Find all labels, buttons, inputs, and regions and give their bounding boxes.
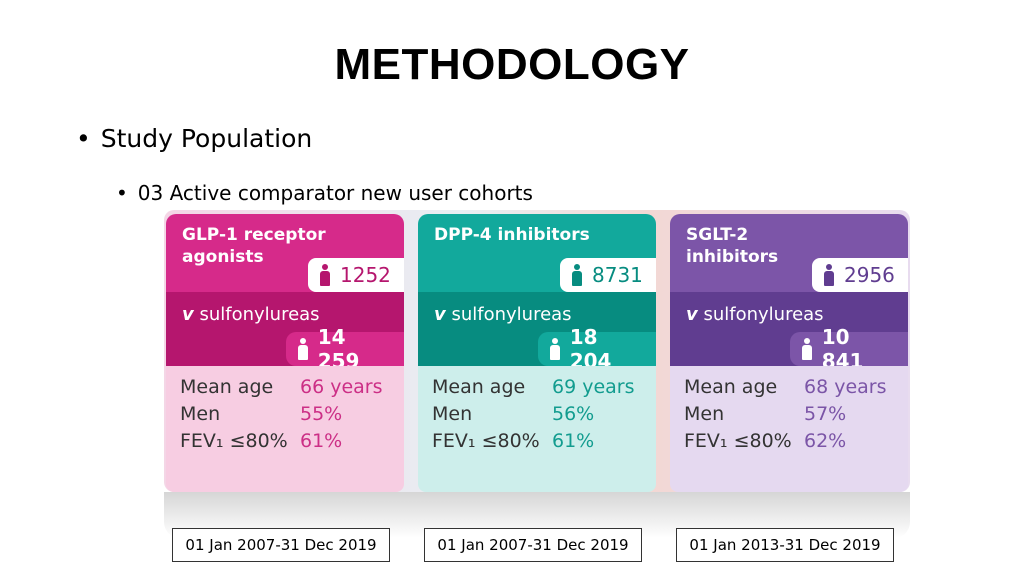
comparator-label: v sulfonylureas: [182, 304, 320, 325]
cohort-card-sglt2: SGLT-2 inhibitors 2956 v sulfonylureas 1…: [670, 214, 908, 492]
versus-prefix: v: [434, 304, 446, 325]
comparator-count: 18 204: [569, 325, 612, 373]
stat-row: Men 55%: [180, 403, 342, 425]
bullet-study-population: • Study Population: [76, 124, 312, 153]
stat-value: 66 years: [300, 376, 383, 398]
stat-value: 62%: [804, 430, 847, 452]
comparator-name: sulfonylureas: [703, 304, 824, 325]
cohort-card-dpp4: DPP-4 inhibitors 8731 v sulfonylureas 18…: [418, 214, 656, 492]
stat-value: 68 years: [804, 376, 887, 398]
stat-value: 61%: [300, 430, 343, 452]
stat-value: 55%: [300, 403, 343, 425]
drug-class-name: GLP-1 receptor agonists: [182, 225, 326, 267]
person-icon: [572, 264, 582, 286]
study-period-glp1: 01 Jan 2007-31 Dec 2019: [172, 528, 390, 562]
drug-count-badge: 1252: [308, 258, 404, 292]
comparator-count-badge: 10 841: [790, 325, 908, 373]
bullet-cohorts: • 03 Active comparator new user cohorts: [116, 181, 533, 205]
stat-row: FEV₁ ≤80% 61%: [180, 430, 342, 452]
bullet-text: Study Population: [100, 124, 313, 153]
stats-panel: [670, 366, 908, 492]
comparator-name: sulfonylureas: [199, 304, 320, 325]
comparator-label: v sulfonylureas: [686, 304, 824, 325]
stat-row: FEV₁ ≤80% 62%: [684, 430, 846, 452]
stat-label: Mean age: [684, 376, 778, 398]
cohort-card-glp1: GLP-1 receptor agonists 1252 v sulfonylu…: [166, 214, 404, 492]
stat-label: FEV₁ ≤80%: [432, 430, 540, 452]
person-icon: [550, 338, 560, 360]
person-icon: [298, 338, 308, 360]
drug-class-name: SGLT-2 inhibitors: [686, 225, 779, 267]
drug-count-badge: 8731: [560, 258, 656, 292]
comparator-count-badge: 14 259: [286, 325, 404, 373]
stat-row: Mean age 66 years: [180, 376, 383, 398]
slide-title: METHODOLOGY: [334, 40, 690, 89]
stat-row: Men 57%: [684, 403, 846, 425]
stat-label: FEV₁ ≤80%: [684, 430, 792, 452]
drug-count-badge: 2956: [812, 258, 908, 292]
stat-label: Mean age: [180, 376, 274, 398]
stats-panel: [166, 366, 404, 492]
versus-prefix: v: [686, 304, 698, 325]
stat-row: FEV₁ ≤80% 61%: [432, 430, 594, 452]
stat-row: Mean age 68 years: [684, 376, 887, 398]
stat-value: 57%: [804, 403, 847, 425]
person-icon: [802, 338, 812, 360]
stats-panel: [418, 366, 656, 492]
study-period-dpp4: 01 Jan 2007-31 Dec 2019: [424, 528, 642, 562]
comparator-count-badge: 18 204: [538, 325, 656, 373]
drug-count: 1252: [340, 263, 391, 287]
bullet-dot: •: [116, 181, 128, 205]
bullet-text: 03 Active comparator new user cohorts: [137, 181, 533, 205]
comparator-name: sulfonylureas: [451, 304, 572, 325]
person-icon: [824, 264, 834, 286]
stat-label: Mean age: [432, 376, 526, 398]
stat-value: 61%: [552, 430, 595, 452]
stat-row: Mean age 69 years: [432, 376, 635, 398]
bullet-dot: •: [76, 124, 91, 153]
versus-prefix: v: [182, 304, 194, 325]
drug-class-name: DPP-4 inhibitors: [434, 225, 590, 245]
comparator-label: v sulfonylureas: [434, 304, 572, 325]
stat-label: Men: [432, 403, 473, 425]
stat-label: Men: [180, 403, 221, 425]
stat-row: Men 56%: [432, 403, 594, 425]
stat-value: 56%: [552, 403, 595, 425]
drug-count: 2956: [844, 263, 895, 287]
study-period-sglt2: 01 Jan 2013-31 Dec 2019: [676, 528, 894, 562]
stat-label: FEV₁ ≤80%: [180, 430, 288, 452]
person-icon: [320, 264, 330, 286]
stat-value: 69 years: [552, 376, 635, 398]
stat-label: Men: [684, 403, 725, 425]
drug-count: 8731: [592, 263, 643, 287]
